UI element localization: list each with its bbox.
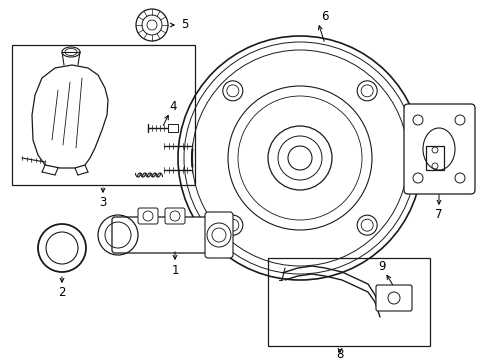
FancyBboxPatch shape — [138, 208, 158, 224]
FancyBboxPatch shape — [375, 285, 411, 311]
FancyBboxPatch shape — [403, 104, 474, 194]
Text: 5: 5 — [181, 18, 188, 31]
Bar — [425, 146, 443, 170]
Text: 7: 7 — [434, 208, 442, 221]
Bar — [12, 45, 195, 185]
Bar — [168, 124, 178, 132]
Text: 2: 2 — [58, 287, 65, 300]
FancyBboxPatch shape — [164, 208, 184, 224]
Bar — [267, 258, 429, 346]
Text: 9: 9 — [378, 261, 385, 274]
Text: 4: 4 — [169, 99, 176, 112]
Text: 6: 6 — [321, 9, 328, 22]
Text: 8: 8 — [336, 347, 343, 360]
Text: 1: 1 — [171, 264, 179, 276]
Text: 3: 3 — [99, 197, 106, 210]
FancyBboxPatch shape — [204, 212, 232, 258]
FancyBboxPatch shape — [112, 217, 213, 253]
